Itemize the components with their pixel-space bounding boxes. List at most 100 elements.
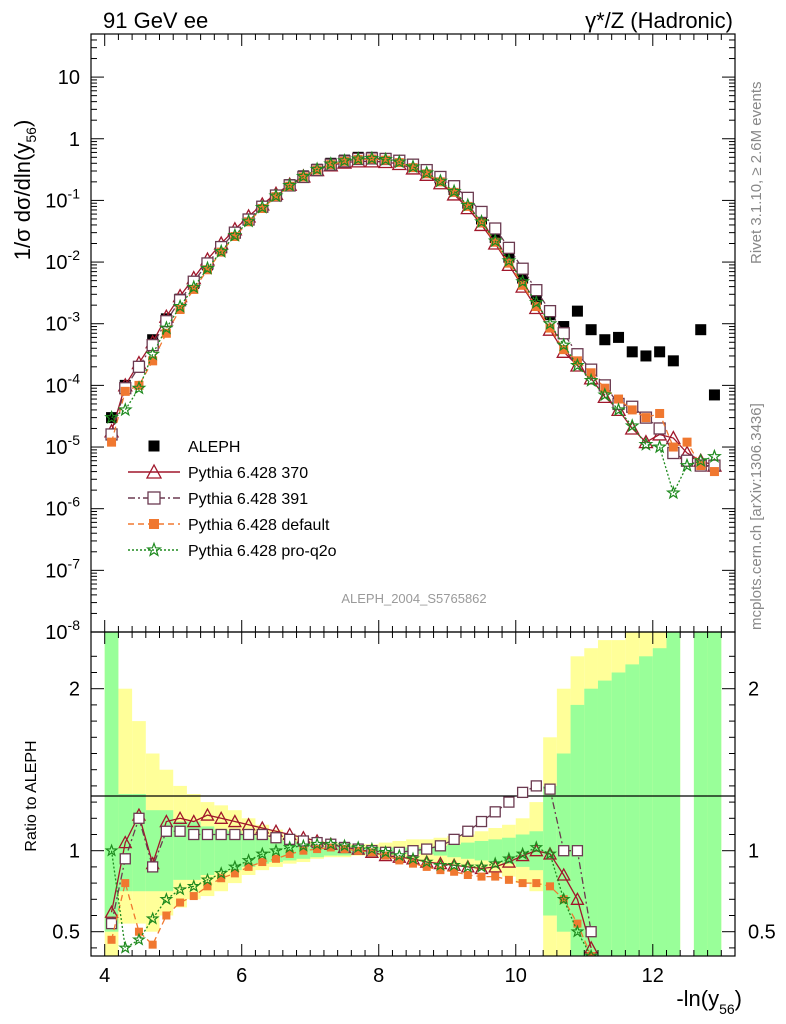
main-marker-data bbox=[708, 389, 720, 401]
main-marker-py391 bbox=[653, 422, 666, 435]
ratio-marker-py391 bbox=[284, 833, 296, 846]
ratio-marker-pydefault bbox=[326, 843, 335, 852]
legend-marker-py370 bbox=[145, 463, 163, 479]
ratio-marker-pyq2o bbox=[337, 838, 352, 852]
main-marker-data bbox=[585, 324, 597, 336]
plot-header-left: 91 GeV ee bbox=[103, 8, 208, 33]
y-tick-label: 10-3 bbox=[45, 309, 80, 336]
main-marker-pydefault bbox=[518, 280, 528, 290]
ratio-marker-py391 bbox=[407, 845, 419, 857]
main-marker-pydefault bbox=[545, 323, 555, 333]
y-tick-label: 10-7 bbox=[45, 555, 80, 582]
main-y-axis-label: 1/σ dσ/dln(y56) bbox=[10, 120, 39, 261]
y-tick-label: 1 bbox=[69, 129, 80, 151]
ratio-y-tick-label: 2 bbox=[69, 679, 80, 701]
ratio-band-green bbox=[652, 648, 667, 956]
main-marker-data bbox=[517, 272, 529, 284]
main-marker-pydefault bbox=[696, 461, 706, 471]
main-marker-py391 bbox=[502, 241, 516, 255]
main-marker-pyq2o bbox=[460, 197, 476, 212]
main-marker-data bbox=[613, 331, 625, 343]
main-marker-pyq2o bbox=[446, 183, 462, 198]
ratio-marker-py370 bbox=[200, 807, 215, 821]
ratio-band-green bbox=[447, 844, 461, 858]
main-marker-pyq2o bbox=[391, 154, 407, 169]
ratio-band-green bbox=[228, 831, 242, 871]
main-marker-pydefault bbox=[202, 265, 212, 275]
main-marker-pydefault bbox=[449, 187, 459, 197]
ratio-marker-py370 bbox=[186, 814, 201, 828]
x-axis-label: -ln(y56) bbox=[676, 986, 742, 1017]
ratio-marker-py391 bbox=[516, 786, 529, 799]
ratio-marker-pyq2o bbox=[118, 940, 133, 954]
ratio-marker-pyq2o bbox=[419, 854, 434, 868]
ratio-marker-pyq2o bbox=[200, 872, 215, 886]
main-marker-py391 bbox=[530, 284, 543, 297]
ratio-marker-py391 bbox=[571, 845, 584, 857]
ratio-marker-pyq2o bbox=[268, 843, 283, 857]
ratio-marker-pyq2o bbox=[529, 840, 544, 854]
ratio-marker-py370 bbox=[556, 867, 571, 881]
main-marker-pydefault bbox=[271, 192, 281, 202]
ratio-marker-pydefault bbox=[354, 846, 363, 855]
ratio-marker-pyq2o bbox=[433, 857, 448, 872]
ratio-band-green bbox=[625, 664, 640, 956]
ratio-marker-pydefault bbox=[463, 871, 472, 879]
ratio-marker-pyq2o bbox=[323, 836, 338, 851]
ratio-marker-py391 bbox=[462, 825, 474, 837]
main-marker-pydefault bbox=[230, 231, 240, 241]
ratio-marker-pydefault bbox=[121, 879, 130, 888]
ratio-band-green bbox=[556, 753, 571, 932]
ratio-marker-pydefault bbox=[203, 882, 212, 891]
main-marker-pydefault bbox=[614, 394, 624, 404]
ratio-marker-pydefault bbox=[244, 862, 253, 871]
main-marker-pydefault bbox=[353, 155, 363, 165]
main-marker-data bbox=[626, 346, 638, 358]
main-marker-pyq2o bbox=[254, 199, 270, 214]
main-marker-pydefault bbox=[655, 408, 665, 418]
ratio-band-green bbox=[584, 688, 598, 956]
main-marker-pydefault bbox=[408, 163, 418, 173]
main-marker-pyq2o bbox=[638, 436, 654, 451]
ratio-band-green bbox=[611, 672, 626, 956]
ratio-marker-pyq2o bbox=[556, 891, 571, 906]
ratio-y-axis-label: Ratio to ALEPH bbox=[23, 740, 40, 851]
main-marker-pyq2o bbox=[501, 252, 517, 268]
ratio-marker-pyq2o bbox=[241, 853, 256, 867]
ratio-marker-py391 bbox=[147, 861, 159, 873]
main-marker-data bbox=[558, 321, 570, 333]
ratio-marker-pydefault bbox=[395, 856, 404, 865]
main-marker-pyq2o bbox=[145, 346, 161, 361]
ratio-marker-pydefault bbox=[230, 869, 239, 878]
main-marker-pydefault bbox=[326, 160, 336, 170]
main-marker-pyq2o bbox=[679, 457, 695, 472]
ratio-marker-py370 bbox=[118, 835, 133, 849]
ratio-band-green bbox=[214, 829, 229, 872]
main-marker-pyq2o bbox=[474, 213, 489, 229]
main-line-py370 bbox=[110, 160, 715, 467]
main-marker-py391 bbox=[557, 327, 570, 340]
ratio-band-green bbox=[693, 632, 708, 956]
ratio-marker-pyq2o bbox=[488, 856, 503, 870]
main-panel-series bbox=[103, 150, 723, 500]
main-marker-pyq2o bbox=[378, 151, 393, 166]
main-marker-pyq2o bbox=[350, 151, 366, 166]
main-marker-data bbox=[571, 305, 583, 317]
x-tick-label: 4 bbox=[99, 965, 110, 987]
main-marker-data bbox=[640, 350, 652, 362]
main-marker-pyq2o bbox=[693, 452, 709, 468]
main-marker-pyq2o bbox=[706, 448, 722, 463]
ratio-y-tick-label: 1 bbox=[69, 841, 80, 863]
ratio-marker-py391 bbox=[242, 828, 255, 841]
ratio-marker-py391 bbox=[503, 796, 515, 808]
main-marker-pyq2o bbox=[570, 357, 585, 372]
y-tick-label: 10-1 bbox=[45, 185, 80, 212]
ratio-marker-pyq2o bbox=[351, 840, 366, 854]
axis-ticks: 4 6 8 10 1210-810-710-610-510-410-310-210-11… bbox=[45, 33, 776, 987]
ratio-marker-pydefault bbox=[422, 862, 431, 871]
ratio-marker-pyq2o bbox=[214, 866, 229, 880]
main-marker-pydefault bbox=[531, 302, 541, 312]
legend: ALEPH Pythia 6.428 370 Pythia 6.428 391 Pyt… bbox=[128, 439, 337, 560]
ratio-marker-pydefault bbox=[381, 851, 390, 860]
